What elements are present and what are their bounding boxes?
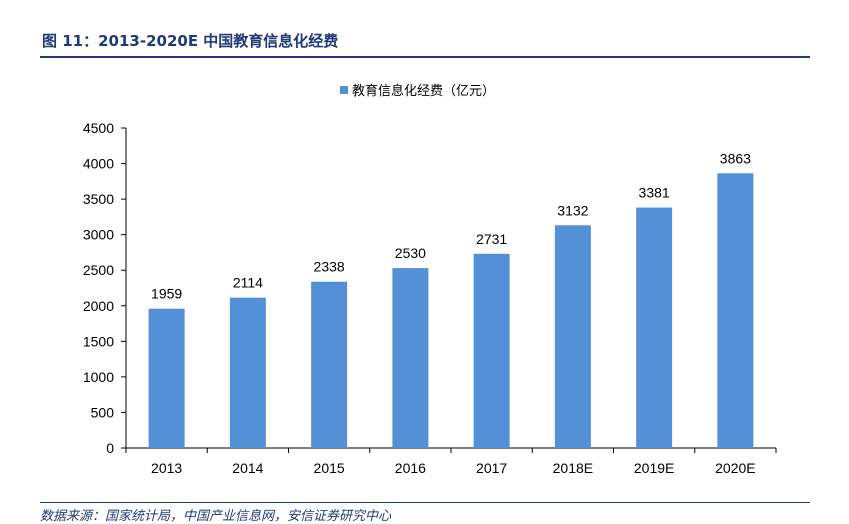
source-note: 数据来源：国家统计局，中国产业信息网，安信证券研究中心	[40, 509, 392, 524]
y-tick-label: 0	[106, 440, 114, 456]
y-tick-label: 2500	[83, 262, 114, 278]
y-tick-label: 3500	[83, 191, 114, 207]
data-label: 3132	[557, 202, 588, 218]
y-tick-label: 500	[91, 404, 115, 420]
bar	[148, 308, 185, 448]
x-tick-label: 2017	[476, 460, 507, 476]
y-tick-label: 1500	[83, 333, 114, 349]
x-tick-label: 2016	[395, 460, 426, 476]
data-label: 2731	[476, 231, 507, 247]
bar	[392, 268, 429, 448]
data-label: 2530	[395, 245, 426, 261]
x-tick-label: 2020E	[715, 460, 755, 476]
bar	[311, 281, 348, 448]
bar	[554, 225, 591, 448]
y-tick-label: 4000	[83, 156, 114, 172]
data-label: 3863	[720, 150, 751, 166]
chart-legend: 教育信息化经费（亿元）	[340, 80, 495, 99]
y-tick-label: 2000	[83, 298, 114, 314]
figure-title: 图 11：2013-2020E 中国教育信息化经费	[42, 32, 339, 50]
data-label: 3381	[639, 185, 670, 201]
footer-rule	[40, 502, 810, 503]
x-tick-label: 2015	[314, 460, 345, 476]
bar	[717, 173, 754, 448]
data-label: 2338	[314, 259, 345, 275]
legend-swatch	[340, 85, 348, 94]
bar	[636, 207, 673, 448]
bar	[229, 297, 266, 448]
y-tick-label: 4500	[83, 120, 114, 136]
data-label: 2114	[233, 275, 263, 291]
data-label: 1959	[151, 286, 182, 302]
y-tick-label: 3000	[83, 227, 114, 243]
x-tick-label: 2013	[151, 460, 182, 476]
x-tick-label: 2018E	[553, 460, 593, 476]
y-tick-label: 1000	[83, 369, 114, 385]
x-tick-label: 2019E	[634, 460, 674, 476]
bar	[473, 253, 510, 448]
x-tick-label: 2014	[232, 460, 263, 476]
title-rule	[40, 56, 810, 58]
legend-label: 教育信息化经费（亿元）	[352, 84, 496, 99]
